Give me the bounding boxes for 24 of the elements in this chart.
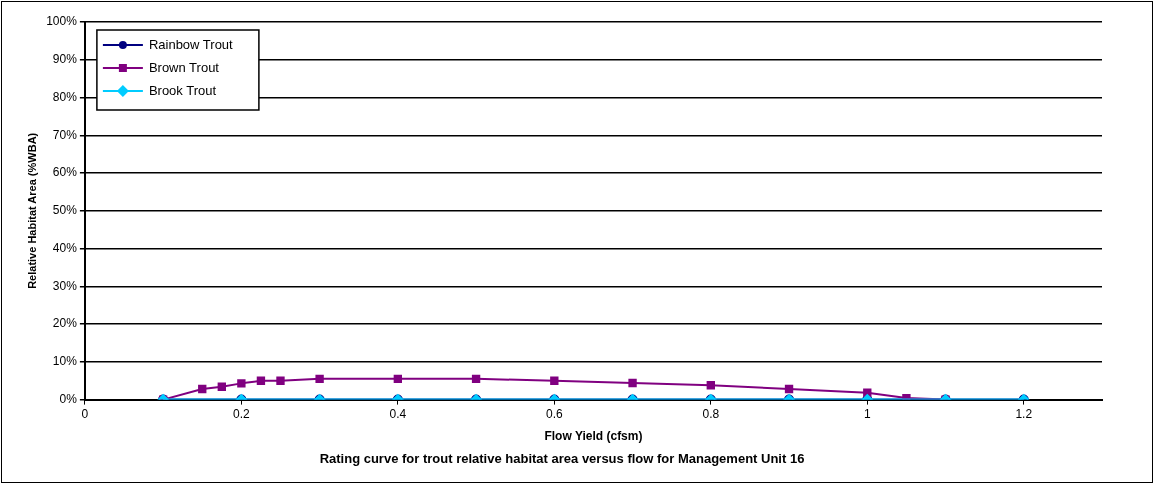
legend-label: Brown Trout: [148, 59, 220, 75]
x-tick-label: 0.6: [545, 407, 563, 422]
y-tick-label: 50%: [52, 203, 78, 218]
x-tick-label: 0.2: [233, 407, 251, 422]
legend-label: Brook Trout: [148, 82, 217, 98]
y-tick-label: 30%: [52, 278, 78, 293]
y-tick-label: 90%: [52, 52, 78, 67]
y-tick-label: 100%: [46, 14, 78, 29]
y-tick-label: 80%: [52, 89, 78, 104]
x-tick-label: 1.2: [1015, 407, 1033, 422]
y-tick-label: 20%: [52, 316, 78, 331]
x-tick-label: 0.4: [389, 407, 407, 422]
x-tick-label: 0: [81, 407, 89, 422]
text: Rating curve for trout relative habitat area versus flow for Management Unit 16: [319, 450, 805, 466]
x-tick-label: 1: [863, 407, 871, 422]
x-axis-title: Flow Yield (cfsm): [544, 428, 643, 443]
y-tick-label: 0%: [59, 391, 78, 406]
y-tick-label: 40%: [52, 240, 78, 255]
y-tick-label: 60%: [52, 165, 78, 180]
y-tick-label: 10%: [52, 354, 78, 369]
y-axis-title: Relative Habitat Area (%WBA): [25, 132, 38, 289]
x-tick-label: 0.8: [702, 407, 720, 422]
y-tick-label: 70%: [52, 127, 78, 142]
legend-label: Rainbow Trout: [148, 36, 234, 52]
